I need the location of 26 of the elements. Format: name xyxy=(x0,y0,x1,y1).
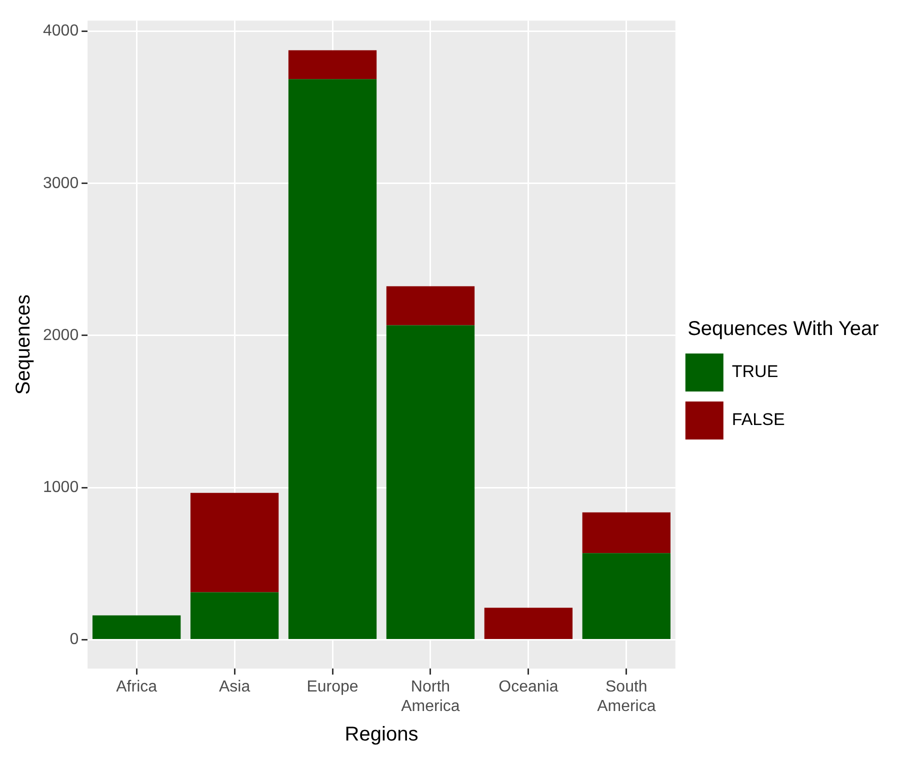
x-tick-label: North America xyxy=(401,678,460,715)
bar xyxy=(92,615,181,639)
x-tick-label: Oceania xyxy=(498,678,558,696)
legend-label: FALSE xyxy=(732,410,785,430)
bar xyxy=(190,492,279,592)
x-tick-label: South America xyxy=(597,678,656,715)
x-axis-title: Regions xyxy=(344,724,418,746)
bar xyxy=(386,286,475,326)
y-tick-label: 2000 xyxy=(43,326,79,344)
y-tick-label: 0 xyxy=(70,631,79,648)
y-tick-label: 4000 xyxy=(43,22,79,40)
bar xyxy=(582,553,670,639)
y-axis-title: Sequences xyxy=(12,294,35,395)
x-tick-label: Europe xyxy=(306,678,358,696)
bar xyxy=(190,592,279,639)
bar xyxy=(288,79,377,639)
bar xyxy=(386,325,475,639)
y-tick-label: 1000 xyxy=(43,478,79,496)
legend-label: TRUE xyxy=(732,362,778,382)
y-tick-label: 3000 xyxy=(43,174,79,192)
legend-title: Sequences With Year xyxy=(688,318,880,340)
x-tick-label: Africa xyxy=(116,678,158,696)
x-tick-label: Asia xyxy=(218,678,250,696)
bar xyxy=(484,608,573,639)
bar xyxy=(288,50,377,80)
bar xyxy=(582,512,670,554)
